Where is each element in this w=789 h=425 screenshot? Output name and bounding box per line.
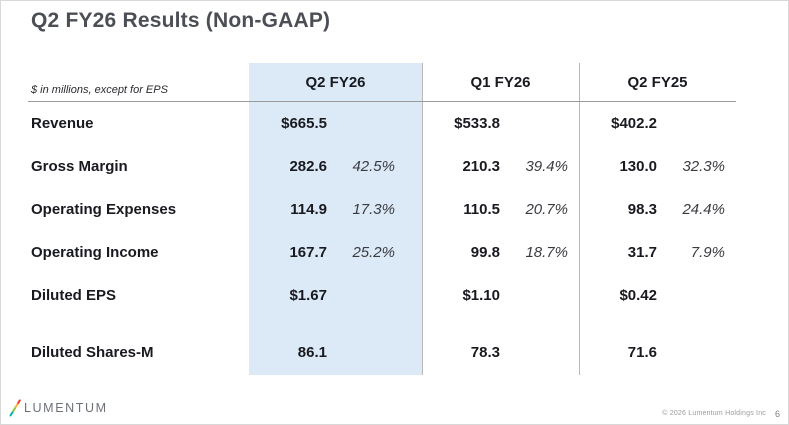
table-row-operating-expenses: Operating Expenses 114.9 17.3% 110.5 20.… bbox=[28, 188, 736, 231]
cell-value: 71.6 bbox=[627, 344, 657, 361]
cell-q1fy26: $1.10 bbox=[422, 287, 579, 304]
lumentum-logo: LUMENTUM bbox=[9, 399, 108, 417]
cell-q2fy25: $0.42 bbox=[579, 287, 736, 304]
cell-q1fy26: $533.8 bbox=[422, 115, 579, 132]
table-row-diluted-eps: Diluted EPS $1.67 $1.10 $0.42 bbox=[28, 274, 736, 317]
table-row-revenue: Revenue $665.5 $533.8 $402.2 bbox=[28, 102, 736, 145]
column-divider bbox=[579, 63, 580, 375]
row-label: Operating Income bbox=[31, 244, 159, 261]
cell-value: $1.67 bbox=[289, 287, 327, 304]
cell-q1fy26: 78.3 bbox=[422, 344, 579, 361]
cell-q2fy25: 130.0 32.3% bbox=[579, 158, 736, 175]
copyright-text: © 2026 Lumentum Holdings Inc bbox=[662, 410, 766, 417]
table-row-operating-income: Operating Income 167.7 25.2% 99.8 18.7% … bbox=[28, 231, 736, 274]
cell-value: 99.8 bbox=[470, 244, 500, 261]
cell-percent: 24.4% bbox=[682, 201, 725, 218]
row-label: Diluted Shares-M bbox=[31, 344, 154, 361]
cell-value: $533.8 bbox=[454, 115, 500, 132]
cell-value: $665.5 bbox=[281, 115, 327, 132]
cell-percent: 25.2% bbox=[352, 244, 395, 261]
cell-q2fy25: $402.2 bbox=[579, 115, 736, 132]
cell-value: 282.6 bbox=[289, 158, 327, 175]
cell-q2fy26: 114.9 17.3% bbox=[249, 201, 422, 218]
highlighted-column-background bbox=[249, 63, 422, 375]
cell-q2fy26: 167.7 25.2% bbox=[249, 244, 422, 261]
row-label: Diluted EPS bbox=[31, 287, 117, 304]
cell-value: 31.7 bbox=[627, 244, 657, 261]
column-header-q1-fy26: Q1 FY26 bbox=[470, 74, 531, 91]
cell-q1fy26: 210.3 39.4% bbox=[422, 158, 579, 175]
cell-value: 130.0 bbox=[619, 158, 657, 175]
logo-wordmark: LUMENTUM bbox=[24, 401, 108, 415]
header-rule bbox=[28, 101, 736, 102]
cell-value: 78.3 bbox=[470, 344, 500, 361]
column-header-q2-fy25: Q2 FY25 bbox=[627, 74, 688, 91]
results-table: $ in millions, except for EPS Q2 FY26 Q1… bbox=[28, 63, 736, 375]
cell-percent: 17.3% bbox=[352, 201, 395, 218]
cell-percent: 42.5% bbox=[352, 158, 395, 175]
cell-percent: 7.9% bbox=[690, 244, 725, 261]
cell-q2fy25: 71.6 bbox=[579, 344, 736, 361]
cell-value: 86.1 bbox=[297, 344, 327, 361]
cell-percent: 18.7% bbox=[525, 244, 568, 261]
cell-q2fy26: 282.6 42.5% bbox=[249, 158, 422, 175]
cell-value: 114.9 bbox=[290, 201, 327, 218]
row-label: Revenue bbox=[31, 115, 94, 132]
cell-q2fy25: 98.3 24.4% bbox=[579, 201, 736, 218]
cell-q2fy26: $665.5 bbox=[249, 115, 422, 132]
cell-value: 167.7 bbox=[289, 244, 327, 261]
cell-value: $0.42 bbox=[619, 287, 657, 304]
row-label: Operating Expenses bbox=[31, 201, 177, 218]
cell-q2fy25: 31.7 7.9% bbox=[579, 244, 736, 261]
page-title: Q2 FY26 Results (Non-GAAP) bbox=[31, 9, 331, 32]
cell-q1fy26: 99.8 18.7% bbox=[422, 244, 579, 261]
page-number: 6 bbox=[774, 409, 780, 419]
cell-q1fy26: 110.5 20.7% bbox=[422, 201, 579, 218]
cell-value: 210.3 bbox=[462, 158, 500, 175]
row-label: Gross Margin bbox=[31, 158, 128, 175]
column-header-q2-fy26: Q2 FY26 bbox=[305, 74, 366, 91]
cell-value: 110.5 bbox=[463, 201, 500, 218]
cell-q2fy26: 86.1 bbox=[249, 344, 422, 361]
column-divider bbox=[422, 63, 423, 375]
cell-percent: 20.7% bbox=[525, 201, 568, 218]
cell-value: $1.10 bbox=[462, 287, 500, 304]
table-body: Revenue $665.5 $533.8 $402.2 Gross Margi… bbox=[28, 102, 736, 374]
units-note: $ in millions, except for EPS bbox=[31, 84, 168, 96]
table-row-gross-margin: Gross Margin 282.6 42.5% 210.3 39.4% 130… bbox=[28, 145, 736, 188]
cell-percent: 39.4% bbox=[525, 158, 568, 175]
lumentum-slash-icon bbox=[9, 399, 21, 417]
cell-value: $402.2 bbox=[611, 115, 657, 132]
table-row-diluted-shares: Diluted Shares-M 86.1 78.3 71.6 bbox=[28, 331, 736, 374]
cell-percent: 32.3% bbox=[682, 158, 725, 175]
cell-q2fy26: $1.67 bbox=[249, 287, 422, 304]
cell-value: 98.3 bbox=[627, 201, 657, 218]
